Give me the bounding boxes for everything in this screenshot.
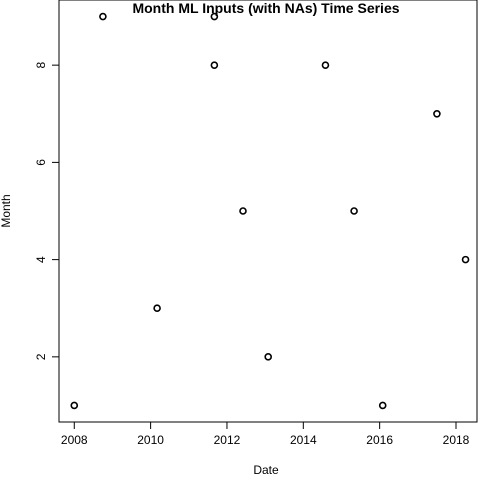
data-point (264, 353, 272, 361)
y-axis-label: Month (0, 194, 13, 227)
data-points (70, 12, 470, 410)
plot-frame (58, 0, 478, 423)
y-axis: 2 4 6 8 (34, 61, 59, 360)
x-axis: 2008 2010 2012 2014 2016 2018 (61, 422, 470, 447)
x-tick-label: 2008 (61, 433, 88, 447)
y-tick-label: 2 (34, 353, 48, 360)
x-tick-label: 2018 (443, 433, 470, 447)
y-tick-label: 4 (34, 256, 48, 263)
data-point (99, 12, 107, 21)
data-point (350, 207, 358, 215)
data-point (153, 304, 161, 313)
data-point (210, 12, 219, 21)
chart-title: Month ML Inputs (with NAs) Time Series (132, 0, 399, 16)
data-point (239, 207, 247, 215)
data-point (210, 61, 219, 69)
x-tick-label: 2016 (366, 433, 393, 447)
data-point (461, 255, 470, 264)
data-point (378, 401, 387, 410)
x-tick-label: 2014 (290, 433, 317, 447)
x-tick-label: 2012 (214, 433, 241, 447)
data-point (321, 61, 330, 69)
y-tick-label: 8 (34, 61, 48, 68)
y-tick-label: 6 (34, 159, 48, 166)
x-axis-label: Date (253, 463, 279, 477)
data-point (433, 109, 441, 118)
x-tick-label: 2010 (137, 433, 164, 447)
data-point (70, 401, 79, 410)
